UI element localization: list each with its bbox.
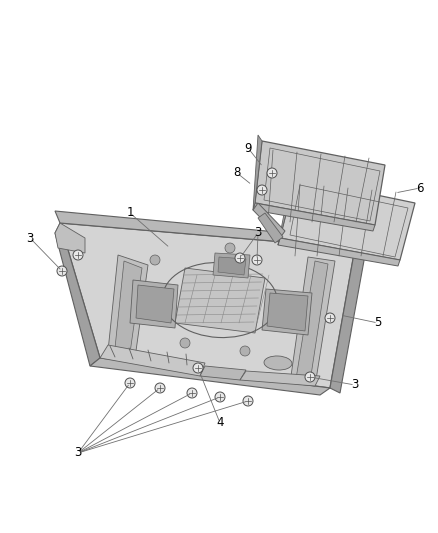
Polygon shape <box>278 173 295 245</box>
Polygon shape <box>200 366 246 380</box>
Polygon shape <box>130 280 178 328</box>
Text: 3: 3 <box>26 231 34 245</box>
Ellipse shape <box>264 356 292 370</box>
Circle shape <box>305 372 315 382</box>
Polygon shape <box>267 293 308 331</box>
Circle shape <box>57 266 67 276</box>
Polygon shape <box>253 135 262 210</box>
Text: 6: 6 <box>416 182 424 195</box>
Circle shape <box>215 392 225 402</box>
Text: 3: 3 <box>351 378 359 392</box>
Polygon shape <box>262 289 312 335</box>
Circle shape <box>325 313 335 323</box>
Circle shape <box>193 363 203 373</box>
Polygon shape <box>255 141 385 225</box>
Circle shape <box>240 346 250 356</box>
Circle shape <box>267 168 277 178</box>
Circle shape <box>73 250 83 260</box>
Circle shape <box>187 388 197 398</box>
Polygon shape <box>55 211 355 248</box>
Polygon shape <box>115 261 142 353</box>
Polygon shape <box>258 213 283 243</box>
Polygon shape <box>218 257 246 275</box>
Polygon shape <box>55 223 100 366</box>
Circle shape <box>125 378 135 388</box>
Circle shape <box>235 253 245 263</box>
Polygon shape <box>253 203 285 238</box>
Circle shape <box>257 185 267 195</box>
Text: 8: 8 <box>233 166 241 180</box>
Polygon shape <box>213 253 250 278</box>
Polygon shape <box>100 345 205 376</box>
Polygon shape <box>108 255 148 358</box>
Polygon shape <box>290 257 335 386</box>
Text: 9: 9 <box>244 141 252 155</box>
Circle shape <box>155 383 165 393</box>
Polygon shape <box>280 178 415 260</box>
Polygon shape <box>240 371 320 386</box>
Polygon shape <box>278 238 400 266</box>
Polygon shape <box>175 268 265 333</box>
Text: 4: 4 <box>216 416 224 430</box>
Circle shape <box>150 255 160 265</box>
Polygon shape <box>253 203 375 231</box>
Polygon shape <box>296 261 328 382</box>
Polygon shape <box>330 248 365 393</box>
Circle shape <box>243 396 253 406</box>
Circle shape <box>180 338 190 348</box>
Text: 1: 1 <box>126 206 134 220</box>
Circle shape <box>225 243 235 253</box>
Text: 3: 3 <box>74 447 82 459</box>
Polygon shape <box>60 223 355 388</box>
Circle shape <box>252 255 262 265</box>
Polygon shape <box>55 223 85 253</box>
Text: 3: 3 <box>254 227 261 239</box>
Polygon shape <box>136 285 174 323</box>
Polygon shape <box>90 358 330 395</box>
Text: 5: 5 <box>374 317 381 329</box>
